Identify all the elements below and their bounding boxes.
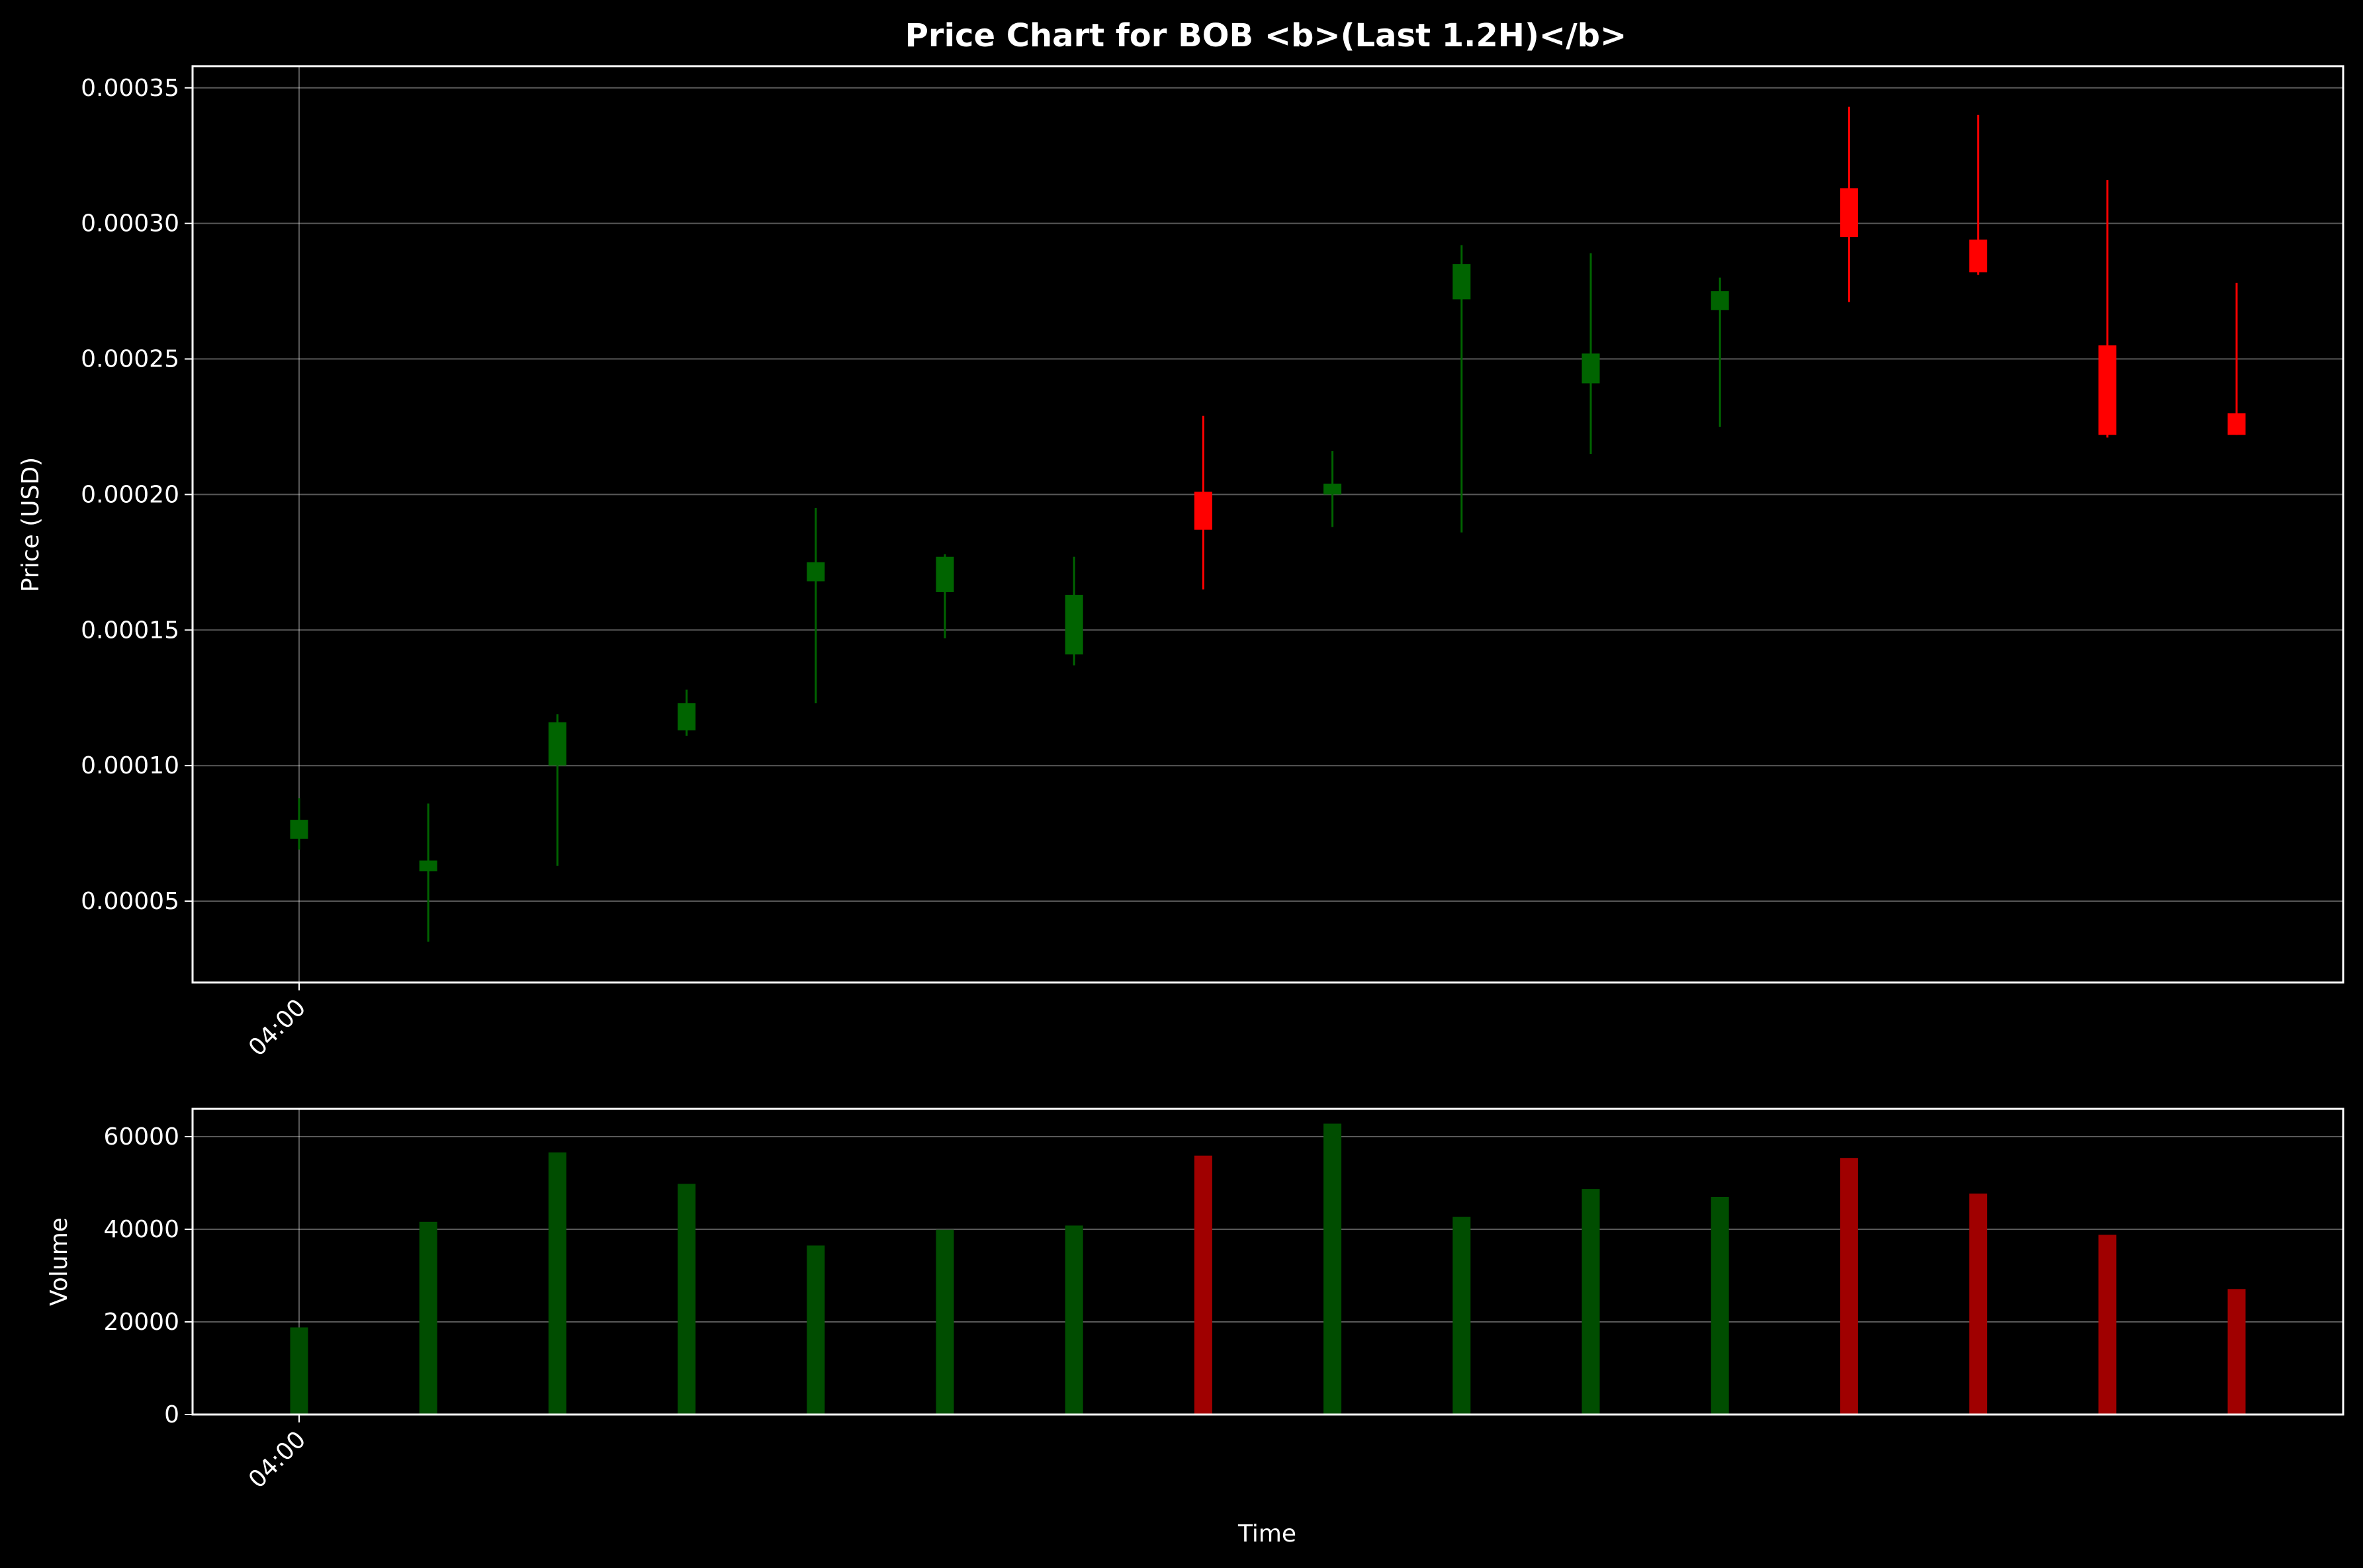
volume-bars <box>290 1123 2246 1415</box>
volume-bar-up <box>548 1152 566 1415</box>
price-y-tick-label: 0.00030 <box>81 210 179 238</box>
candle-down <box>1194 415 1212 589</box>
price-axes-frame <box>191 65 2344 984</box>
volume-bar-up <box>419 1221 437 1415</box>
candle-body <box>807 562 825 582</box>
volume-bar-down <box>1969 1194 1988 1415</box>
volume-axes-frame <box>191 1108 2344 1416</box>
candle-body <box>1969 240 1988 273</box>
candle-body <box>936 556 954 592</box>
price-y-tick-label: 0.00020 <box>81 481 179 508</box>
volume-bar-up <box>290 1327 308 1415</box>
candle-up <box>936 554 954 638</box>
candle-body <box>1452 264 1471 300</box>
candle-up <box>678 689 696 736</box>
price-y-tick-label: 0.00025 <box>81 346 179 373</box>
volume-bar-up <box>1323 1123 1342 1415</box>
price-y-tick-label: 0.00015 <box>81 617 179 644</box>
candle-down <box>1969 114 1988 275</box>
candle-up <box>548 714 566 866</box>
volume-bar-up <box>807 1245 825 1415</box>
volume-bar-down <box>1840 1158 1858 1415</box>
volume-y-tick-label: 0 <box>164 1401 179 1428</box>
volume-bar-down <box>2227 1289 2246 1415</box>
price-y-tick-label: 0.00010 <box>81 752 179 779</box>
price-y-ticks: 0.00005 0.00010 0.00015 0.00020 0.00025 0.000… <box>81 75 193 915</box>
candle-down <box>1840 107 1858 302</box>
candle-up <box>1323 451 1342 527</box>
volume-bar-up <box>936 1229 954 1415</box>
candle-body <box>2227 413 2246 435</box>
candle-down <box>2098 180 2117 438</box>
candle-down <box>2227 283 2246 435</box>
candle-up <box>290 798 308 850</box>
price-y-tick-label: 0.00005 <box>81 888 179 915</box>
volume-y-tick-label: 60000 <box>103 1123 179 1151</box>
volume-y-tick-label: 20000 <box>103 1309 179 1336</box>
candle-up <box>1065 556 1083 666</box>
candle-up <box>1711 277 1729 427</box>
volume-bar-up <box>678 1184 696 1415</box>
volume-bar-up <box>1711 1197 1729 1415</box>
volume-y-tick-label: 40000 <box>103 1216 179 1243</box>
volume-bar-up <box>1065 1225 1083 1415</box>
candle-body <box>1582 353 1600 384</box>
candle-body <box>1194 492 1212 530</box>
volume-bar-up <box>1582 1189 1600 1415</box>
candle-body <box>290 820 308 839</box>
candle-body <box>419 860 437 871</box>
price-y-axis-label: Price (USD) <box>17 457 44 592</box>
candle-up <box>1582 253 1600 454</box>
volume-bar-down <box>2098 1235 2117 1415</box>
volume-bar-up <box>1452 1217 1471 1415</box>
volume-y-axis-label: Volume <box>46 1217 73 1306</box>
candle-body <box>2098 345 2117 435</box>
candle-body <box>1711 291 1729 310</box>
candle-up <box>807 507 825 703</box>
candle-up <box>1452 245 1471 533</box>
candle-body <box>548 722 566 766</box>
candle-up <box>419 803 437 942</box>
x-axis-label: Time <box>1237 1520 1296 1547</box>
candle-body <box>1840 188 1858 238</box>
price-candles <box>290 107 2246 942</box>
volume-y-ticks: 0 20000 40000 60000 <box>103 1123 193 1428</box>
candle-body <box>1065 595 1083 655</box>
candle-body <box>678 703 696 730</box>
price-panel: 0.00005 0.00010 0.00015 0.00020 0.00025 0.000… <box>17 65 2344 1062</box>
chart-title: Price Chart for BOB <b>(Last 1.2H)</b> <box>905 17 1627 54</box>
price-y-tick-label: 0.00035 <box>81 75 179 102</box>
volume-bar-down <box>1194 1155 1212 1415</box>
candle-body <box>1323 484 1342 495</box>
